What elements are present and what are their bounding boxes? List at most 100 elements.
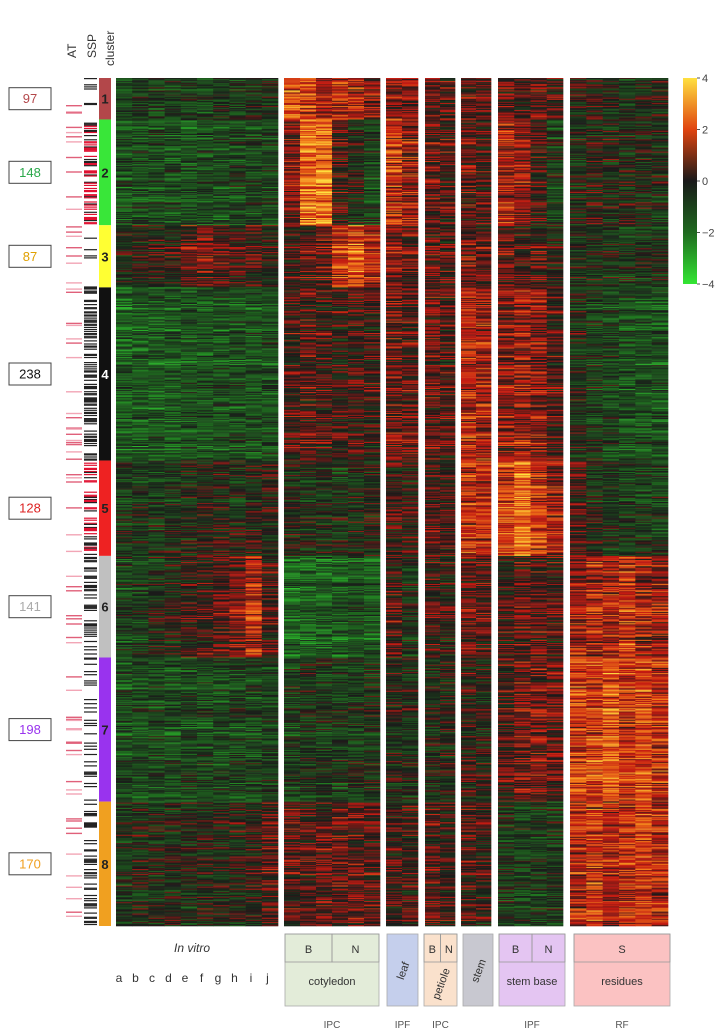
at-tick — [66, 717, 82, 718]
ssp-tick — [84, 536, 97, 537]
at-tick — [66, 282, 82, 283]
at-tick — [66, 676, 82, 677]
ssp-tick — [84, 212, 97, 213]
at-tick — [66, 793, 82, 794]
ssp-tick — [84, 203, 97, 204]
ssp-tick — [84, 404, 97, 405]
at-tick — [66, 586, 82, 587]
ssp-tick — [84, 725, 97, 726]
ssp-tick — [84, 873, 97, 874]
ssp-tick — [84, 585, 97, 586]
at-tick — [66, 231, 82, 232]
ssp-tick — [84, 434, 97, 435]
ssp-tick — [84, 495, 97, 496]
ssp-tick — [84, 337, 97, 338]
at-tick — [66, 729, 82, 730]
ssp-tick — [84, 582, 97, 583]
ssp-tick — [84, 814, 97, 815]
at-tick — [66, 434, 82, 435]
ssp-tick — [84, 924, 97, 925]
cluster-6-label: 6 — [101, 600, 108, 615]
ssp-tick — [84, 630, 97, 631]
ssp-tick — [84, 685, 97, 686]
at-tick — [66, 292, 82, 293]
ssp-tick — [84, 393, 97, 394]
ssp-tick — [84, 850, 97, 851]
ssp-tick — [84, 554, 97, 555]
ssp-tick — [84, 331, 97, 332]
ssp-tick — [84, 172, 97, 173]
ssp-tick — [84, 472, 97, 473]
ssp-tick — [84, 445, 97, 446]
ssp-tick — [84, 707, 97, 708]
ssp-tick — [84, 443, 97, 444]
at-tick — [66, 338, 82, 339]
at-tick — [66, 451, 82, 452]
ssp-tick — [84, 625, 97, 626]
ssp-tick — [84, 481, 97, 482]
ssp-tick — [84, 469, 97, 470]
ssp-tick — [84, 421, 97, 422]
ssp-tick — [84, 197, 97, 198]
ssp-tick — [84, 664, 97, 665]
ssp-tick — [84, 627, 97, 628]
at-tick — [66, 898, 82, 899]
ssp-tick — [84, 135, 97, 136]
ssp-tick — [84, 364, 97, 365]
ssp-tick — [84, 130, 97, 131]
at-tick — [66, 255, 82, 256]
ssp-tick — [84, 674, 97, 675]
at-tick — [66, 818, 82, 819]
ssp-tick — [84, 520, 97, 521]
at-tick — [66, 623, 82, 624]
ssp-tick — [84, 413, 97, 414]
ssp-tick — [84, 524, 97, 525]
ssp-tick — [84, 825, 97, 826]
ssp-tick — [84, 214, 97, 215]
at-tick — [66, 690, 82, 691]
at-tick — [66, 157, 82, 158]
ssp-tick — [84, 862, 97, 863]
ssp-tick — [84, 587, 97, 588]
row-header-at: AT — [65, 43, 79, 58]
ssp-tick — [84, 209, 97, 210]
at-tick — [66, 391, 82, 392]
ssp-tick — [84, 497, 97, 498]
ssp-tick — [84, 334, 97, 335]
ssp-tick — [84, 340, 97, 341]
at-tick — [66, 459, 82, 460]
ssp-tick — [84, 88, 97, 89]
ssp-tick — [84, 856, 97, 857]
ssp-tick — [84, 366, 97, 367]
ssp-tick — [84, 288, 97, 289]
ssp-tick — [84, 682, 97, 683]
ssp-tick-column — [84, 78, 97, 925]
ssp-tick — [84, 388, 97, 389]
ssp-tick — [84, 523, 97, 524]
ssp-tick — [84, 336, 97, 337]
at-tick — [66, 642, 82, 643]
ssp-tick — [84, 257, 97, 258]
cluster-3-count: 87 — [23, 249, 37, 264]
ssp-tick — [84, 238, 97, 239]
ssp-tick — [84, 653, 97, 654]
at-tick — [66, 428, 82, 429]
ssp-tick — [84, 320, 97, 321]
ssp-tick — [84, 377, 97, 378]
ssp-tick — [84, 641, 97, 642]
ssp-tick — [84, 142, 97, 143]
ssp-tick — [84, 415, 97, 416]
ssp-tick — [84, 774, 97, 775]
at-tick — [66, 853, 82, 854]
at-tick — [66, 477, 82, 478]
cluster-6-count: 141 — [19, 599, 41, 614]
ssp-tick — [84, 610, 97, 611]
at-tick-column — [66, 105, 82, 917]
ssp-tick — [84, 249, 97, 250]
ssp-tick — [84, 680, 97, 681]
ssp-tick — [84, 840, 97, 841]
ssp-tick — [84, 913, 97, 914]
ssp-tick — [84, 557, 97, 558]
